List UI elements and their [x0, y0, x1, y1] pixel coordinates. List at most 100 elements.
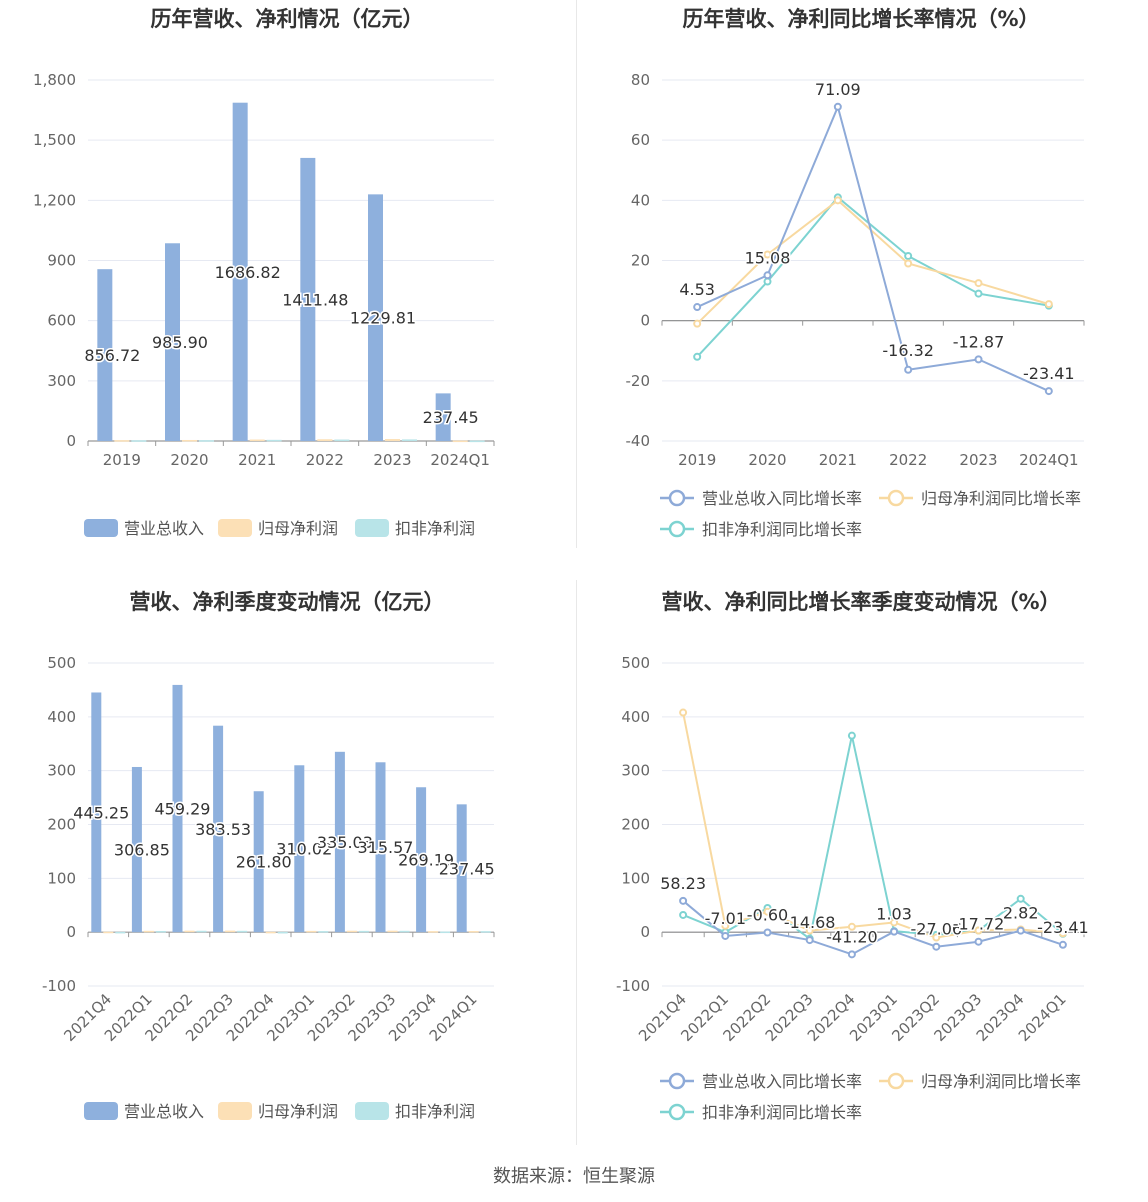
series-line [696, 195, 1050, 358]
data-label: -23.41 [1037, 918, 1089, 937]
x-tick-label: 2020 [748, 451, 786, 469]
data-point [974, 937, 983, 946]
bar-revenue [334, 751, 345, 933]
bar-deducted-profit [115, 931, 126, 934]
legend-label: 扣非净利润同比增长率 [702, 520, 862, 539]
bar-revenue [435, 393, 451, 441]
x-tick-label: 2023 [373, 451, 411, 469]
data-label: -7.01 [705, 909, 746, 928]
data-label: -41.20 [826, 927, 878, 946]
data-point [974, 279, 983, 288]
bar-revenue [375, 762, 386, 933]
bar-parent-profit [249, 439, 265, 442]
bar-parent-profit [346, 930, 357, 933]
bar-revenue [253, 791, 264, 933]
data-label: 310.02 [276, 840, 332, 859]
data-label: 856.72 [84, 346, 140, 365]
data-label: -27.06 [911, 920, 963, 939]
legend-swatch [218, 519, 252, 537]
bar-deducted-profit [480, 931, 491, 933]
y-tick-label: -100 [616, 977, 650, 995]
data-label: 1.03 [876, 905, 912, 924]
bar-deducted-profit [199, 440, 214, 442]
data-label: 4.53 [679, 280, 715, 299]
y-tick-label: 300 [47, 372, 76, 390]
bar-deducted-profit [237, 930, 248, 933]
x-tick-label: 2022 [889, 451, 927, 469]
y-tick-label: 300 [47, 762, 76, 780]
y-tick-label: 600 [47, 312, 76, 330]
x-tick-label: 2024Q1 [430, 451, 490, 469]
data-label: 335.03 [317, 833, 373, 852]
data-point [763, 928, 772, 937]
y-tick-label: 1,500 [33, 131, 76, 149]
bar-parent-profit [103, 931, 114, 934]
data-label: 445.25 [73, 803, 129, 822]
legend-swatch [355, 1102, 389, 1120]
series-line [682, 712, 1063, 939]
bar-revenue [131, 766, 142, 933]
legend-swatch [218, 1102, 252, 1120]
chart-title: 营收、净利季度变动情况（亿元） [130, 590, 445, 614]
y-tick-label: 0 [66, 432, 76, 450]
y-tick-label: -100 [42, 977, 76, 995]
bar-parent-profit [114, 440, 130, 442]
data-label: 1229.81 [350, 309, 416, 328]
data-point [1058, 929, 1067, 938]
data-source-footer: 数据来源：恒生聚源 [493, 1166, 655, 1187]
data-point [693, 352, 702, 361]
chart-svg: 营收、净利季度变动情况（亿元）-10001002003004005002021Q… [42, 590, 496, 1121]
bar-parent-profit [317, 439, 333, 441]
legend-label: 营业总收入 [124, 1102, 204, 1121]
data-label: 237.45 [439, 859, 495, 878]
y-tick-label: 400 [621, 708, 650, 726]
bar-revenue [213, 725, 224, 933]
y-tick-label: 200 [47, 816, 76, 834]
legend-label: 扣非净利润同比增长率 [702, 1103, 862, 1122]
data-point [763, 250, 772, 259]
legend-marker [668, 489, 686, 507]
bar-parent-profit [306, 930, 317, 933]
data-label: 269.19 [398, 851, 454, 870]
x-tick-label: 2023 [959, 451, 997, 469]
bar-deducted-profit [469, 440, 485, 443]
data-point [974, 355, 983, 364]
chart-svg: 营收、净利同比增长率季度变动情况（%） -100 0 100 200 300 400 500 2… [616, 590, 1090, 1122]
data-label: 383.53 [195, 820, 251, 839]
bar-deducted-profit [318, 931, 329, 933]
x-tick-label: 2019 [103, 451, 141, 469]
data-point [721, 931, 730, 940]
bar-parent-profit [143, 930, 154, 933]
data-point [974, 926, 983, 935]
y-tick-label: 200 [621, 816, 650, 834]
legend-swatch [84, 519, 118, 537]
y-tick-label: 100 [621, 869, 650, 887]
y-tick-label: 300 [621, 762, 650, 780]
bar-parent-profit [387, 930, 398, 933]
annual-revenue-profit-chart: 历年营收、净利情况（亿元） 0 300 600 900 1,200 1,500 1,800 20… [0, 0, 574, 560]
bar-revenue [416, 787, 427, 933]
bar-revenue [97, 269, 113, 441]
data-label: -23.41 [1023, 364, 1075, 383]
data-point [763, 271, 772, 280]
y-tick-label: -40 [626, 432, 651, 450]
y-tick-label: 500 [47, 654, 76, 672]
data-point [1044, 387, 1053, 396]
legend-marker [668, 1072, 686, 1090]
data-label: 58.23 [660, 874, 706, 893]
annual-growth-rate-chart: 历年营收、净利同比增长率情况（%） -40 -20 0 20 40 60 80 2019 2020… [574, 0, 1148, 560]
x-tick-label: 2024Q1 [1015, 990, 1070, 1045]
data-point [679, 708, 688, 717]
bar-deducted-profit [402, 439, 417, 441]
bar-parent-profit [184, 930, 195, 933]
y-tick-label: -20 [626, 372, 651, 390]
bar-deducted-profit [334, 439, 350, 442]
bar-revenue [300, 157, 316, 441]
chart-title: 营收、净利同比增长率季度变动情况（%） [661, 590, 1060, 614]
bar-deducted-profit [196, 930, 207, 933]
quarterly-revenue-profit-chart: 营收、净利季度变动情况（亿元） -100 0 100 200 300 400 500 2021Q… [0, 583, 574, 1143]
bar-revenue [165, 243, 180, 441]
bar-parent-profit [385, 439, 400, 441]
data-point [847, 922, 856, 931]
y-tick-label: 900 [47, 252, 76, 270]
